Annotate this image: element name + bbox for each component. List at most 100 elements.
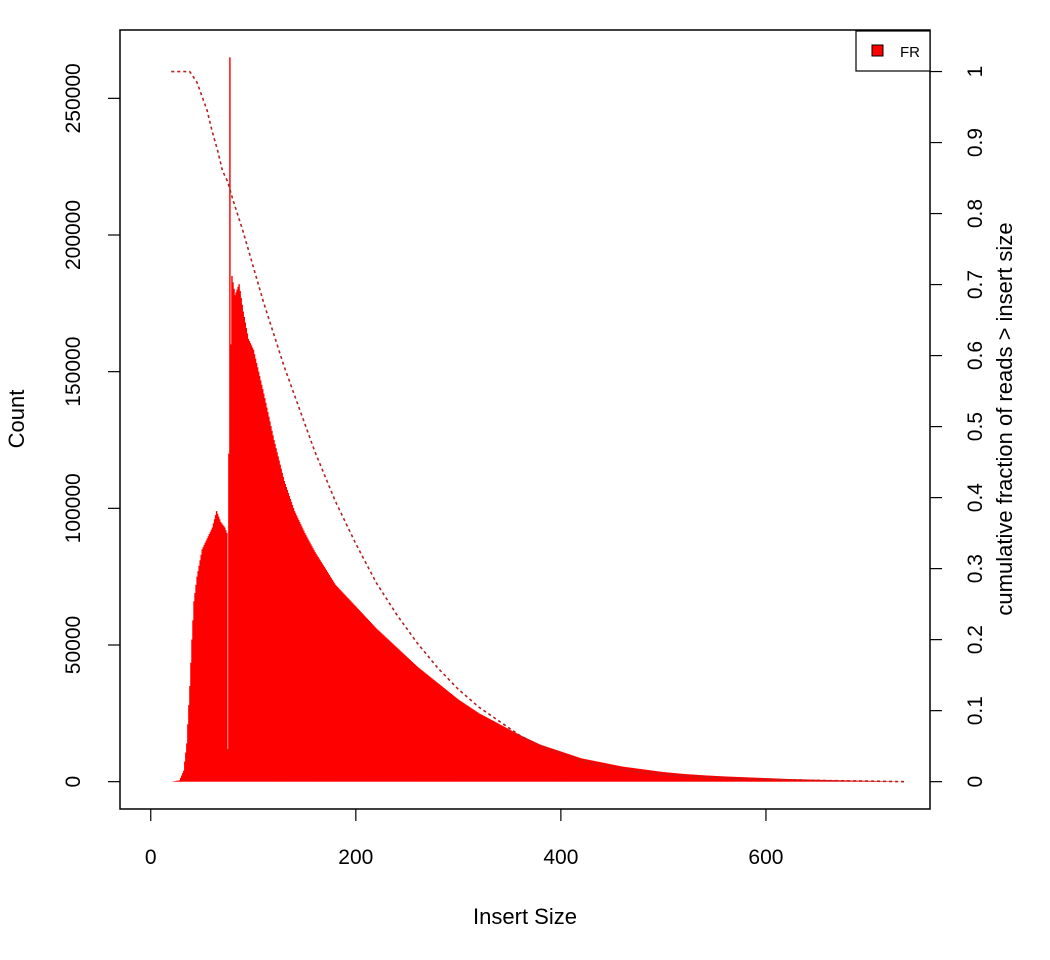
histogram-bar bbox=[553, 749, 555, 782]
histogram-bar bbox=[252, 349, 255, 782]
histogram-bar bbox=[224, 527, 226, 782]
histogram-bar bbox=[275, 448, 277, 782]
histogram-bar bbox=[503, 727, 506, 782]
histogram-bar bbox=[455, 698, 458, 782]
histogram-bar bbox=[437, 683, 439, 782]
histogram-bar bbox=[182, 773, 184, 782]
histogram-bar bbox=[689, 774, 691, 782]
histogram-bar bbox=[714, 775, 716, 782]
histogram-bar bbox=[729, 776, 731, 782]
histogram-bar bbox=[368, 620, 371, 782]
histogram-bar bbox=[809, 779, 811, 782]
histogram-bar bbox=[377, 630, 380, 782]
histogram-bar bbox=[241, 304, 243, 782]
histogram-bar bbox=[194, 593, 196, 782]
histogram-bar bbox=[682, 773, 684, 782]
histogram-bar bbox=[254, 358, 257, 782]
y-tick-label: 100000 bbox=[62, 473, 85, 543]
histogram-bar bbox=[358, 610, 360, 782]
histogram-bar bbox=[357, 608, 359, 782]
histogram-bar bbox=[195, 584, 197, 782]
histogram-bar bbox=[257, 371, 260, 782]
histogram-bar bbox=[457, 699, 460, 782]
histogram-bar bbox=[280, 468, 282, 782]
y-tick-label: 0 bbox=[62, 776, 85, 788]
histogram-bar bbox=[724, 776, 726, 782]
histogram-bar bbox=[653, 770, 656, 782]
histogram-bar bbox=[185, 752, 187, 782]
histogram-bar bbox=[179, 777, 182, 782]
histogram-bar bbox=[537, 743, 540, 782]
histogram-bar bbox=[438, 684, 440, 782]
histogram-bar bbox=[344, 594, 346, 782]
histogram-bar bbox=[402, 653, 404, 782]
histogram-bar bbox=[627, 767, 629, 782]
histogram-bar bbox=[680, 773, 682, 782]
histogram-bar bbox=[760, 777, 762, 782]
histogram-bar bbox=[482, 715, 484, 782]
histogram-bar bbox=[213, 519, 216, 782]
histogram-bar bbox=[267, 412, 269, 782]
histogram-bar bbox=[287, 493, 290, 782]
histogram-bar bbox=[575, 756, 578, 782]
histogram-bar bbox=[453, 696, 456, 782]
histogram-bar bbox=[465, 704, 467, 782]
histogram-bar bbox=[608, 763, 610, 782]
histogram-bar bbox=[426, 674, 428, 782]
histogram-bar bbox=[655, 771, 658, 782]
histogram-bar bbox=[183, 770, 185, 782]
histogram-bar bbox=[355, 606, 357, 782]
histogram-bar bbox=[255, 362, 258, 782]
histogram-bar bbox=[374, 627, 377, 782]
histogram-bar bbox=[741, 777, 744, 782]
histogram-bar bbox=[631, 767, 633, 782]
histogram-bar bbox=[657, 771, 660, 782]
histogram-bar bbox=[520, 735, 522, 782]
histogram-bar bbox=[875, 780, 877, 782]
histogram-bar bbox=[630, 767, 632, 782]
histogram-bar bbox=[623, 766, 626, 782]
histogram-bar bbox=[485, 717, 487, 782]
histogram-bar bbox=[726, 776, 728, 782]
histogram-bar bbox=[467, 705, 469, 782]
histogram-bar bbox=[861, 780, 864, 782]
histogram-bar bbox=[264, 398, 266, 782]
histogram-bar bbox=[489, 719, 492, 782]
histogram-bar bbox=[710, 775, 712, 782]
histogram-bar bbox=[737, 777, 740, 782]
histogram-bar bbox=[413, 664, 416, 782]
histogram-bar bbox=[702, 775, 705, 782]
histogram-bar bbox=[748, 777, 750, 782]
histogram-bar bbox=[685, 774, 687, 782]
histogram-bar bbox=[369, 622, 372, 782]
histogram-bar bbox=[310, 544, 312, 782]
histogram-bar bbox=[507, 728, 509, 782]
histogram-bar bbox=[867, 780, 870, 782]
cumulative-fraction-line bbox=[171, 70, 905, 783]
histogram-bar bbox=[529, 739, 532, 782]
histogram-bar bbox=[523, 737, 525, 782]
histogram-bar bbox=[506, 728, 508, 782]
histogram-bar bbox=[488, 718, 491, 782]
histogram-bar bbox=[671, 772, 673, 782]
histogram-bar bbox=[345, 595, 347, 782]
histogram-bar bbox=[315, 553, 317, 782]
histogram-bar bbox=[477, 712, 479, 782]
histogram-bar bbox=[463, 703, 466, 782]
histogram-bar bbox=[436, 682, 438, 782]
histogram-bar bbox=[856, 780, 859, 782]
histogram-bar bbox=[509, 729, 511, 782]
histogram-bar bbox=[656, 771, 659, 782]
histogram-bar bbox=[298, 522, 301, 782]
x-tick-label: 400 bbox=[543, 846, 578, 869]
histogram-bar bbox=[395, 646, 397, 782]
histogram-bar bbox=[617, 765, 620, 782]
histogram-bar bbox=[522, 736, 524, 782]
legend-box bbox=[855, 30, 931, 72]
histogram-bar bbox=[247, 338, 250, 782]
histogram-bar bbox=[874, 780, 876, 782]
histogram-bar bbox=[839, 780, 841, 782]
histogram-bar bbox=[808, 779, 810, 782]
histogram-bar bbox=[720, 776, 722, 782]
histogram-bar bbox=[461, 702, 464, 782]
